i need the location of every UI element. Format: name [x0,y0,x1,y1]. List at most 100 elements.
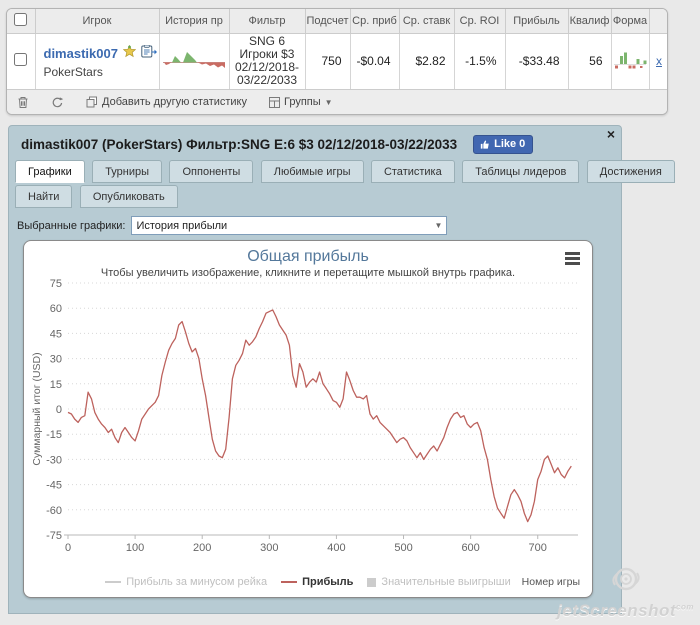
col-history[interactable]: История пр [159,9,230,34]
col-profit[interactable]: Прибыль [505,9,569,34]
svg-text:60: 60 [50,303,62,315]
col-avg-roi[interactable]: Ср. ROI [454,9,506,34]
row-checkbox[interactable] [14,53,28,67]
svg-text:-75: -75 [46,530,62,542]
tabs-row-2: Найти Опубликовать [9,185,621,208]
svg-text:-60: -60 [46,505,62,517]
col-remove [649,9,667,34]
svg-text:0: 0 [65,542,71,554]
site-name: PokerStars [43,65,103,80]
panel-title: dimastik007 (PokerStars) Фильтр:SNG E:6 … [21,137,458,152]
refresh-icon [52,96,64,107]
groups-label: Группы [284,96,321,108]
chevron-down-icon: ▼ [324,97,333,107]
filter-cell: SNG 6 Игроки $3 02/12/2018- 03/22/2033 [229,33,306,89]
add-statistic-button[interactable]: Добавить другую статистику [86,96,247,108]
filter-line: 03/22/2033 [236,73,298,88]
chart-subtitle: Чтобы увеличить изображение, кликните и … [100,267,516,279]
avg-stake-value: $2.82 [399,33,455,89]
player-detail-panel: dimastik007 (PokerStars) Фильтр:SNG E:6 … [8,125,675,614]
notes-export-icon[interactable] [141,44,157,61]
legend-item-profit[interactable]: Прибыль [281,576,353,588]
stats-header-row: Игрок История пр Фильтр Подсчет Ср. приб… [7,9,667,34]
svg-text:300: 300 [260,542,278,554]
graph-select-dropdown[interactable]: История прибыли ▼ [131,216,448,235]
legend-label: Прибыль [302,576,354,588]
star-badge-icon[interactable] [122,44,137,61]
qualif-value: 56 [568,33,612,89]
history-sparkline-icon [163,51,225,68]
svg-text:700: 700 [529,542,547,554]
thumb-up-icon [480,139,489,149]
svg-text:15: 15 [50,379,62,391]
avg-roi-value: -1.5% [454,33,506,89]
legend-item-significant-wins[interactable]: Значительные выигрыши [367,576,511,588]
legend-item-profit-minus-rake[interactable]: Прибыль за минусом рейка [105,576,267,588]
chart-card: Общая прибыль Чтобы увеличить изображени… [23,240,593,598]
refresh-button[interactable] [51,96,64,109]
tab-leaderboards[interactable]: Таблицы лидеров [462,160,580,183]
svg-text:100: 100 [126,542,144,554]
select-all-cell [7,9,36,34]
tab-opponents[interactable]: Оппоненты [169,160,254,183]
profit-line-chart[interactable]: -75 -60 -45 -30 -15 0 15 30 45 60 75 0 100 200 300 400 5… [30,279,586,573]
svg-text:0: 0 [56,404,62,416]
tab-achievements[interactable]: Достижения [586,160,675,183]
legend-line-swatch [281,581,298,583]
tab-tournaments[interactable]: Турниры [92,160,163,183]
panel-titlebar: dimastik007 (PokerStars) Фильтр:SNG E:6 … [9,126,621,160]
chart-title: Общая прибыль [247,248,369,265]
groups-icon [269,96,280,108]
chart-legend: Прибыль за минусом рейка Прибыль Значите… [24,573,592,591]
col-avg-profit[interactable]: Ср. приб [350,9,400,34]
svg-text:Суммарный итог (USD): Суммарный итог (USD) [31,352,43,465]
tab-favorite-games[interactable]: Любимые игры [260,160,364,183]
tab-charts[interactable]: Графики [15,160,85,183]
chevron-down-icon: ▼ [434,221,443,230]
svg-text:-30: -30 [46,454,62,466]
stats-toolbar: Добавить другую статистику Группы ▼ [7,89,667,114]
tab-statistics[interactable]: Статистика [370,160,455,183]
like-label: Like 0 [494,138,526,150]
history-sparkline-cell[interactable] [159,33,230,89]
trash-icon [18,96,28,108]
col-avg-stake[interactable]: Ср. ставк [399,9,455,34]
player-link[interactable]: dimastik007 [43,45,118,61]
col-count[interactable]: Подсчет [305,9,351,34]
avg-profit-value: -$0.04 [350,33,400,89]
graph-select-label: Выбранные графики: [17,219,126,232]
filter-line: 02/12/2018- [234,60,300,75]
col-form[interactable]: Форма [611,9,650,34]
groups-button[interactable]: Группы ▼ [269,96,333,108]
col-filter[interactable]: Фильтр [229,9,306,34]
svg-text:45: 45 [50,328,62,340]
tabs-row-1: Графики Турниры Оппоненты Любимые игры С… [9,160,675,183]
x-axis-title: Номер игры [521,576,580,588]
legend-label: Прибыль за минусом рейка [126,576,268,588]
player-cell: dimastik007 PokerStars [35,33,160,89]
row-select-cell [7,33,36,89]
tab-find[interactable]: Найти [15,185,73,208]
profit-value: -$33.48 [505,33,569,89]
graph-select-row: Выбранные графики: История прибыли ▼ [17,216,621,235]
filter-line: SNG 6 [248,34,285,49]
select-all-checkbox[interactable] [14,12,28,26]
form-cell[interactable] [611,33,650,89]
tab-publish[interactable]: Опубликовать [79,185,178,208]
form-sparkline-icon [614,52,647,69]
svg-text:400: 400 [327,542,345,554]
copy-icon [86,96,97,108]
svg-text:-15: -15 [46,429,62,441]
col-player[interactable]: Игрок [35,9,160,34]
legend-square-swatch [367,577,377,587]
chart-menu-icon[interactable] [565,252,580,267]
remove-row-link[interactable]: x [649,33,667,89]
graph-select-value: История прибыли [136,219,228,232]
col-qualif[interactable]: Квалиф [568,9,612,34]
close-icon[interactable]: × [606,126,615,142]
svg-text:-45: -45 [46,480,62,492]
stats-table: Игрок История пр Фильтр Подсчет Ср. приб… [7,9,667,89]
delete-button[interactable] [17,96,29,109]
svg-text:500: 500 [394,542,412,554]
like-button[interactable]: Like 0 [473,135,534,154]
